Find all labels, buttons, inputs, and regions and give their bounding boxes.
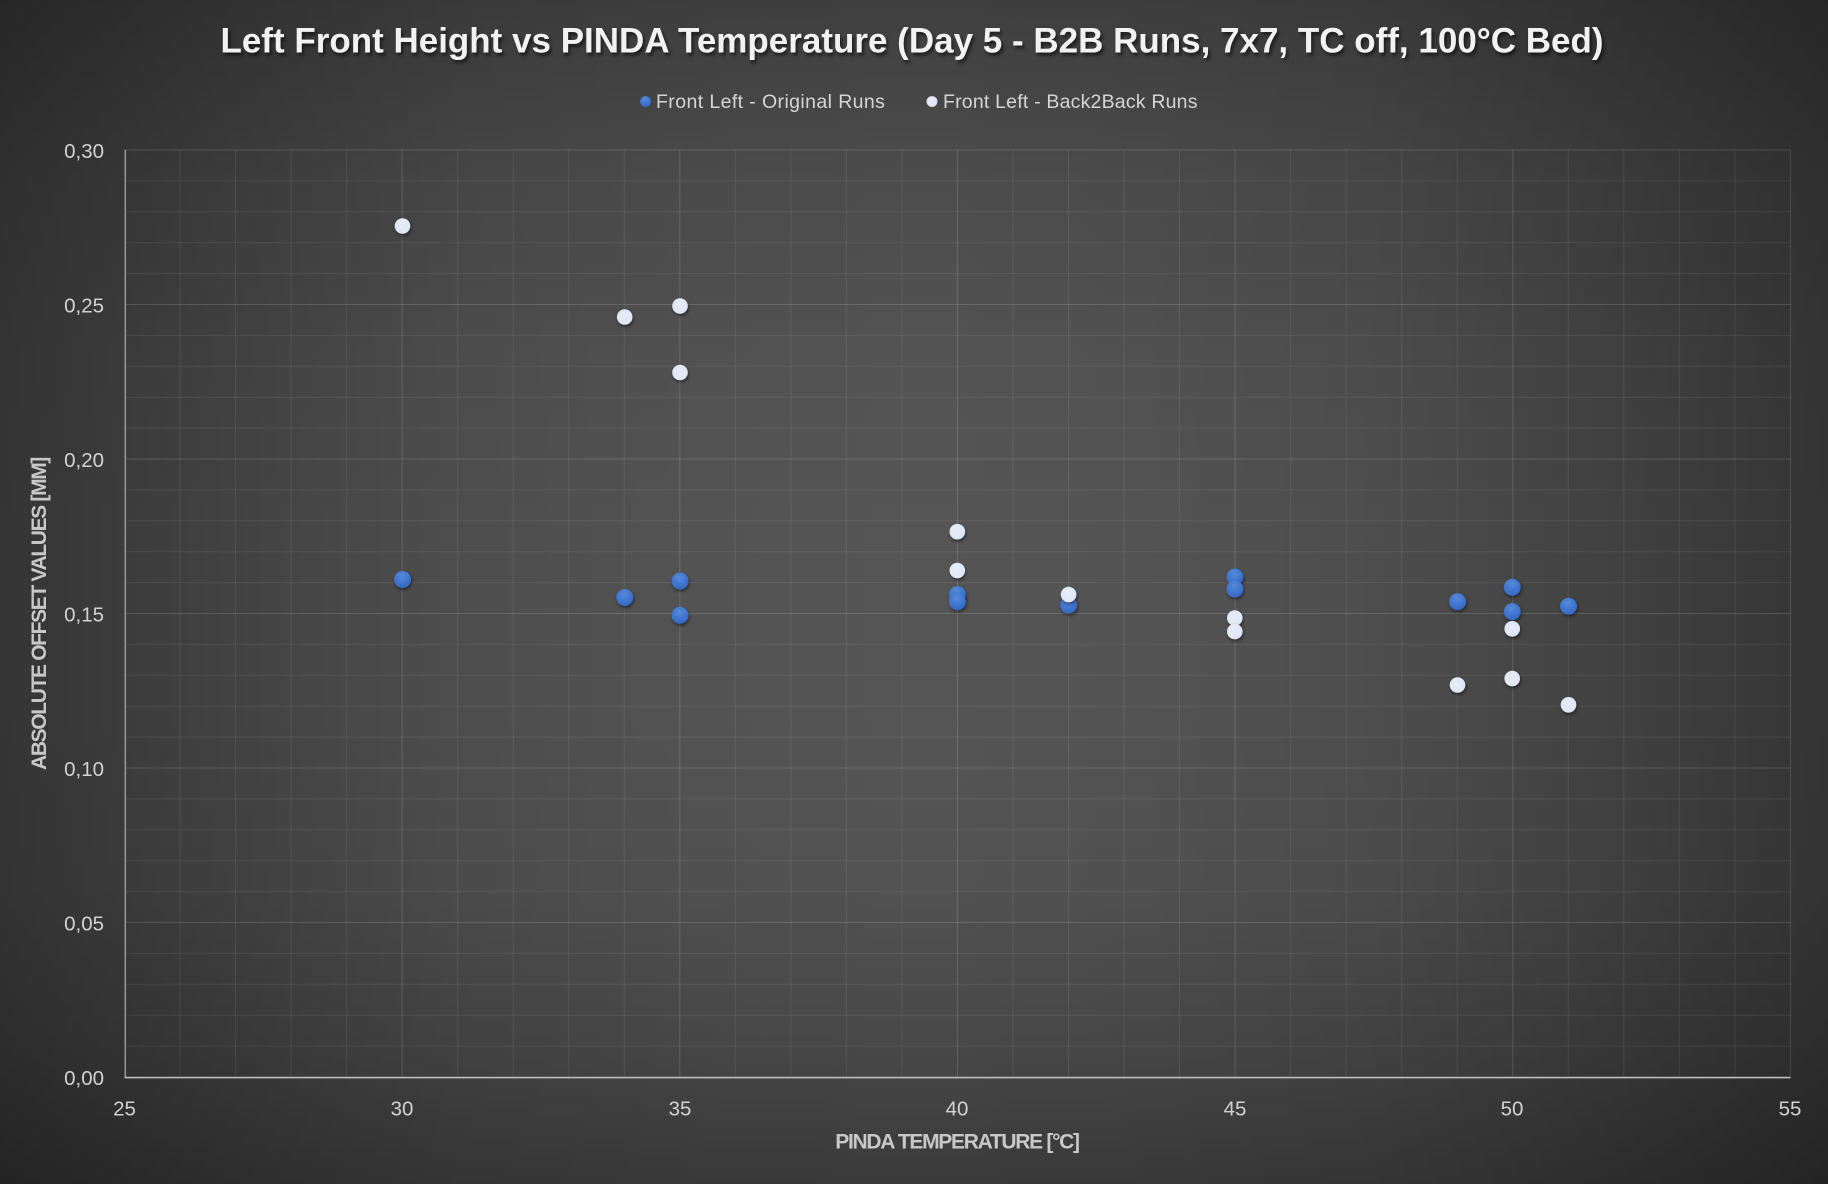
svg-text:Left Front Height vs PINDA Tem: Left Front Height vs PINDA Temperature (… [220, 22, 1603, 61]
svg-text:50: 50 [1501, 1098, 1524, 1121]
svg-text:PINDA TEMPERATURE [°C]: PINDA TEMPERATURE [°C] [835, 1131, 1079, 1154]
svg-text:25: 25 [113, 1098, 136, 1121]
svg-text:Front Left - Original Runs: Front Left - Original Runs [656, 91, 885, 113]
svg-text:ABSOLUTE OFFSET VALUES [MM]: ABSOLUTE OFFSET VALUES [MM] [28, 458, 51, 770]
svg-text:0,10: 0,10 [64, 758, 104, 781]
svg-text:0,25: 0,25 [64, 295, 104, 318]
svg-text:Front Left - Back2Back Runs: Front Left - Back2Back Runs [943, 91, 1198, 113]
svg-text:0,00: 0,00 [64, 1067, 104, 1090]
svg-text:55: 55 [1779, 1098, 1802, 1121]
svg-text:30: 30 [391, 1098, 414, 1121]
svg-text:45: 45 [1224, 1098, 1247, 1121]
svg-text:35: 35 [669, 1098, 692, 1121]
svg-text:0,30: 0,30 [64, 140, 104, 163]
svg-text:0,20: 0,20 [64, 449, 104, 472]
svg-text:40: 40 [946, 1098, 969, 1121]
svg-text:0,05: 0,05 [64, 913, 104, 936]
svg-text:0,15: 0,15 [64, 604, 104, 627]
